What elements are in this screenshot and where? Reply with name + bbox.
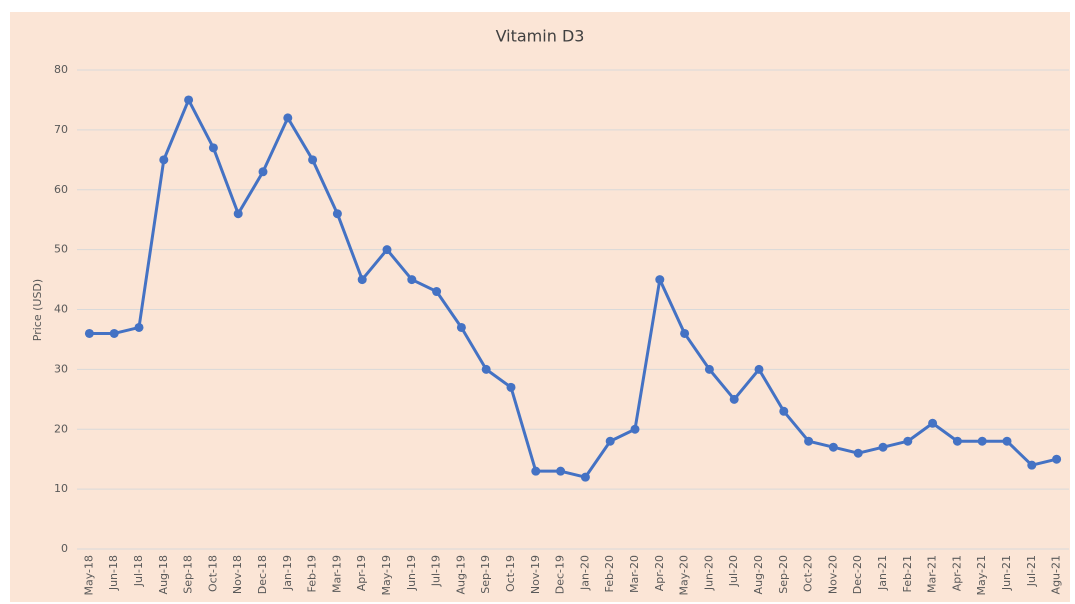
- data-point: [630, 424, 640, 434]
- x-tick-label: Agu-21: [1050, 555, 1063, 594]
- x-tick-label: Jul-19: [430, 555, 443, 587]
- data-point: [878, 442, 888, 452]
- x-tick-label: Dec-20: [851, 555, 864, 594]
- x-tick-label: Jun-19: [405, 555, 418, 591]
- x-tick-label: Sep-20: [777, 555, 790, 594]
- x-tick-label: Dec-18: [256, 555, 269, 594]
- y-tick-label: 80: [54, 63, 68, 76]
- x-tick-label: Jan-21: [876, 555, 889, 591]
- data-point: [258, 167, 268, 177]
- x-tick-label: Dec-19: [554, 555, 567, 594]
- data-point: [779, 406, 789, 416]
- data-point: [332, 209, 342, 219]
- x-tick-label: Apr-20: [653, 555, 666, 591]
- data-point: [432, 287, 442, 297]
- x-tick-label: Apr-19: [355, 555, 368, 591]
- x-tick-label: Jan-20: [578, 555, 591, 591]
- x-tick-label: Oct-19: [504, 555, 517, 592]
- x-tick-label: Jul-20: [727, 555, 740, 587]
- y-tick-label: 50: [54, 243, 68, 256]
- data-point: [655, 275, 665, 285]
- x-tick-label: Feb-19: [306, 555, 319, 592]
- data-point: [952, 436, 962, 446]
- x-tick-label: Nov-20: [826, 555, 839, 594]
- x-tick-label: Aug-20: [752, 555, 765, 594]
- data-point: [1052, 454, 1062, 464]
- data-point: [754, 364, 764, 374]
- data-point: [1002, 436, 1012, 446]
- data-point: [729, 394, 739, 404]
- data-point: [556, 466, 566, 476]
- x-tick-label: Aug-19: [454, 555, 467, 594]
- x-tick-label: Oct-20: [802, 555, 815, 592]
- data-point: [903, 436, 913, 446]
- data-point: [84, 328, 94, 338]
- x-tick-label: Mar-20: [628, 555, 641, 593]
- data-point: [109, 328, 119, 338]
- data-point: [134, 322, 144, 332]
- data-point: [1027, 460, 1037, 470]
- x-tick-label: Aug-18: [157, 555, 170, 594]
- x-tick-label: Mar-21: [926, 555, 939, 593]
- x-tick-label: May-20: [678, 555, 691, 596]
- x-tick-label: Nov-19: [529, 555, 542, 594]
- data-point: [680, 328, 690, 338]
- x-tick-label: Sep-18: [182, 555, 195, 594]
- data-point: [357, 275, 367, 285]
- x-tick-label: Apr-21: [950, 555, 963, 591]
- y-tick-label: 30: [54, 362, 68, 375]
- x-tick-label: Feb-21: [901, 555, 914, 592]
- data-point: [704, 364, 714, 374]
- y-tick-label: 60: [54, 183, 68, 196]
- x-tick-label: Sep-19: [479, 555, 492, 594]
- data-point: [580, 472, 590, 482]
- x-tick-label: May-19: [380, 555, 393, 596]
- data-line: [89, 98, 1057, 479]
- data-point: [531, 466, 541, 476]
- data-point: [605, 436, 615, 446]
- data-point: [233, 209, 243, 219]
- x-tick-label: Jun-18: [107, 555, 120, 591]
- x-tick-label: Jun-20: [702, 555, 715, 591]
- data-point: [184, 95, 194, 105]
- x-tick-label: Jul-21: [1025, 555, 1038, 587]
- x-tick-label: Nov-18: [231, 555, 244, 594]
- data-point: [208, 143, 218, 153]
- y-tick-label: 40: [54, 303, 68, 316]
- x-tick-label: May-18: [82, 555, 95, 596]
- x-tick-label: Jan-19: [281, 555, 294, 591]
- y-tick-label: 0: [61, 542, 68, 555]
- data-point: [481, 364, 491, 374]
- data-point: [928, 418, 938, 428]
- chart-title: Vitamin D3: [496, 27, 585, 46]
- data-point: [382, 245, 392, 255]
- x-tick-label: Jun-21: [1000, 555, 1013, 591]
- data-point: [804, 436, 814, 446]
- data-point: [283, 113, 293, 123]
- data-point: [828, 442, 838, 452]
- data-point: [456, 322, 466, 332]
- data-point: [977, 436, 987, 446]
- y-tick-label: 10: [54, 482, 68, 495]
- x-tick-label: Feb-20: [603, 555, 616, 592]
- y-tick-label: 70: [54, 123, 68, 136]
- y-tick-label: 20: [54, 422, 68, 435]
- x-tick-label: Jul-18: [132, 555, 145, 587]
- x-tick-label: Mar-19: [330, 555, 343, 593]
- data-point: [308, 155, 318, 165]
- data-point: [159, 155, 169, 165]
- x-tick-label: May-21: [975, 555, 988, 596]
- data-point: [853, 448, 863, 458]
- data-point: [407, 275, 417, 285]
- x-tick-label: Oct-18: [206, 555, 219, 592]
- data-point: [506, 382, 516, 392]
- chart-background: [10, 12, 1070, 602]
- y-axis-label: Price (USD): [31, 279, 44, 341]
